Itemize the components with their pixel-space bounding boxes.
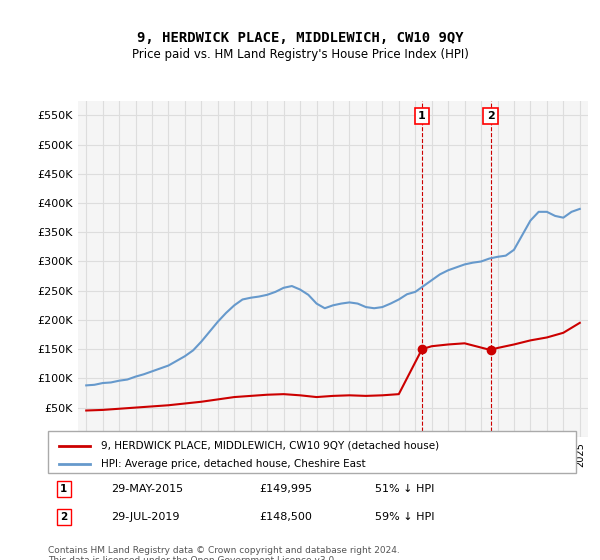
Text: 1: 1 — [418, 111, 426, 121]
Text: 51% ↓ HPI: 51% ↓ HPI — [376, 484, 435, 494]
Text: 2: 2 — [487, 111, 494, 121]
FancyBboxPatch shape — [48, 431, 576, 473]
Text: Price paid vs. HM Land Registry's House Price Index (HPI): Price paid vs. HM Land Registry's House … — [131, 48, 469, 60]
Text: £148,500: £148,500 — [259, 512, 312, 522]
Text: 59% ↓ HPI: 59% ↓ HPI — [376, 512, 435, 522]
Text: £149,995: £149,995 — [259, 484, 313, 494]
Text: 1: 1 — [60, 484, 67, 494]
Text: 2: 2 — [60, 512, 67, 522]
Text: Contains HM Land Registry data © Crown copyright and database right 2024.
This d: Contains HM Land Registry data © Crown c… — [48, 546, 400, 560]
Text: 9, HERDWICK PLACE, MIDDLEWICH, CW10 9QY (detached house): 9, HERDWICK PLACE, MIDDLEWICH, CW10 9QY … — [101, 441, 439, 451]
Text: 9, HERDWICK PLACE, MIDDLEWICH, CW10 9QY: 9, HERDWICK PLACE, MIDDLEWICH, CW10 9QY — [137, 31, 463, 45]
Text: 29-MAY-2015: 29-MAY-2015 — [112, 484, 184, 494]
Text: HPI: Average price, detached house, Cheshire East: HPI: Average price, detached house, Ches… — [101, 459, 365, 469]
Text: 29-JUL-2019: 29-JUL-2019 — [112, 512, 180, 522]
